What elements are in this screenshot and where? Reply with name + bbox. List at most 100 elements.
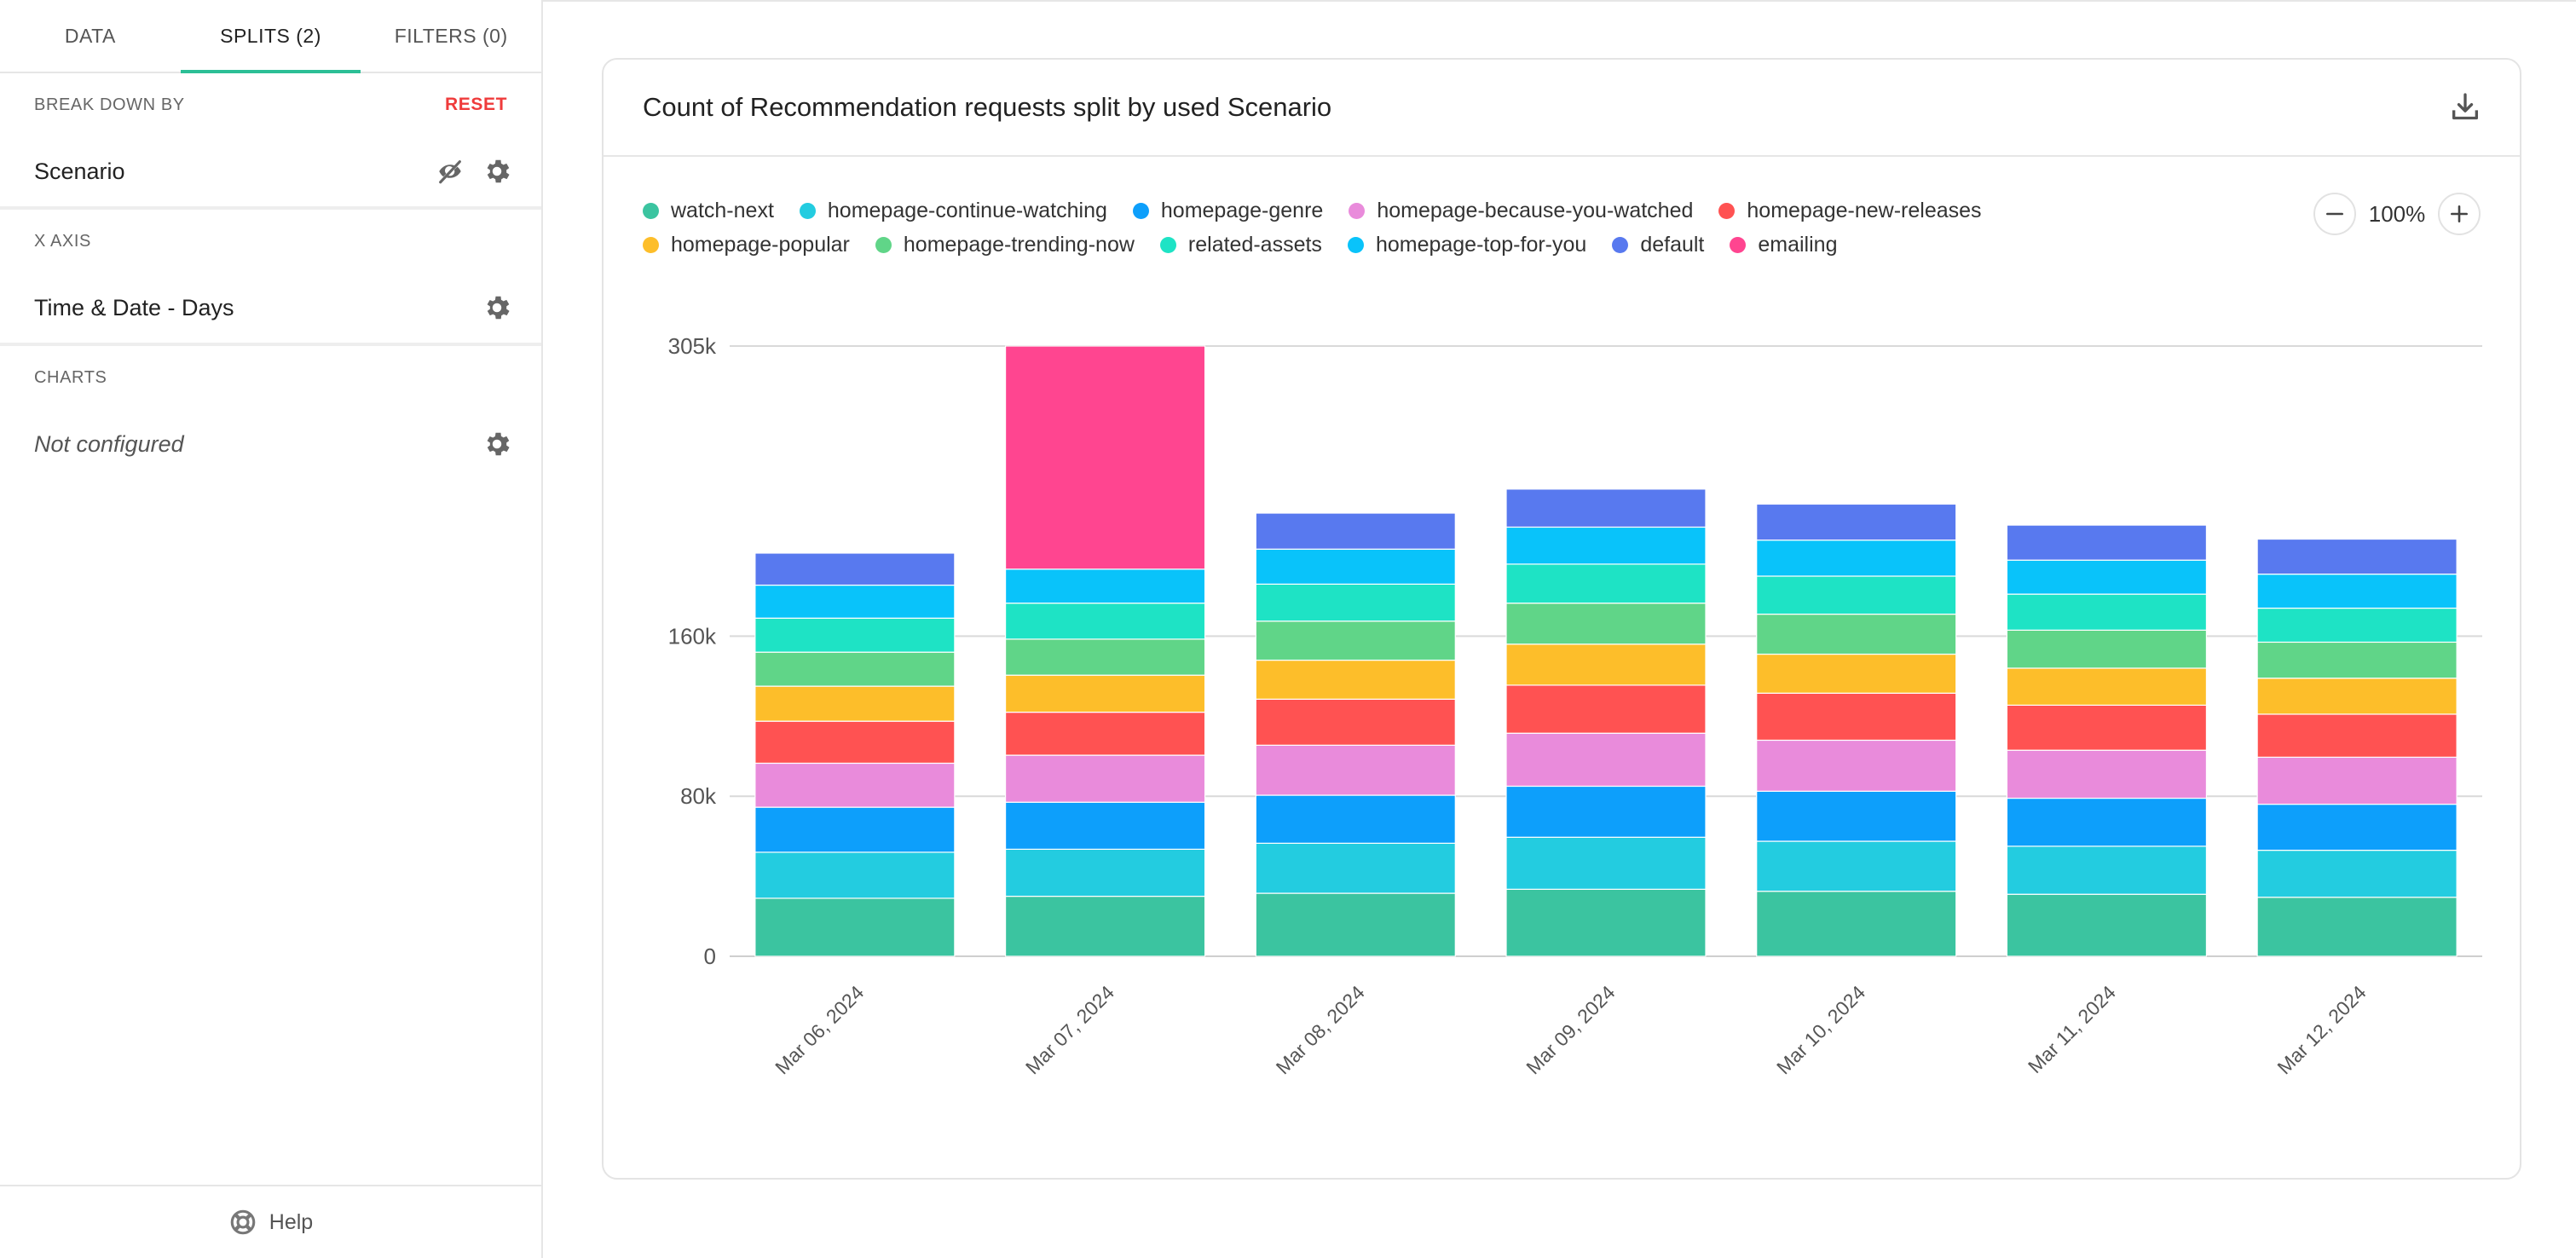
tab-data[interactable]: DATA [64, 24, 116, 47]
bar-segment[interactable] [1255, 659, 1456, 700]
bar-segment[interactable] [754, 720, 956, 765]
bar-segment[interactable] [1004, 711, 1206, 756]
bar-segment[interactable] [1004, 603, 1206, 640]
legend-item[interactable]: homepage-new-releases [1718, 199, 1982, 222]
bar-segment[interactable] [1505, 563, 1707, 604]
bar-segment[interactable] [1756, 840, 1957, 892]
bar-segment[interactable] [1505, 643, 1707, 686]
zoom-in-button[interactable] [2438, 193, 2481, 235]
bar-segment[interactable] [754, 584, 956, 619]
sidebar-tabs: DATA SPLITS (2) FILTERS (0) [0, 0, 541, 73]
bar-segment[interactable] [2256, 756, 2458, 805]
legend-item[interactable]: homepage-continue-watching [799, 199, 1107, 222]
bar-segment[interactable] [2006, 797, 2208, 847]
bar-segment[interactable] [1505, 603, 1707, 645]
bar-segment[interactable] [1756, 653, 1957, 694]
bar-segment[interactable] [1756, 613, 1957, 655]
bar-segment[interactable] [1004, 895, 1206, 957]
bar-segment[interactable] [1756, 575, 1957, 615]
bar-segment[interactable] [2256, 713, 2458, 759]
bar-segment[interactable] [1255, 512, 1456, 550]
bar-segment[interactable] [2256, 803, 2458, 851]
bar-segment[interactable] [2256, 538, 2458, 575]
legend-item[interactable]: homepage-because-you-watched [1349, 199, 1693, 222]
bar-segment[interactable] [1255, 548, 1456, 585]
breakdown-row[interactable]: Scenario [0, 136, 541, 210]
bar-segment[interactable] [1756, 540, 1957, 577]
bar-segment[interactable] [1255, 583, 1456, 622]
bar-segment[interactable] [1505, 684, 1707, 734]
bar-segment[interactable] [1255, 620, 1456, 661]
bar-segment[interactable] [2256, 678, 2458, 715]
bar-segment[interactable] [1255, 842, 1456, 894]
bar-segment[interactable] [2006, 667, 2208, 706]
bar-segment[interactable] [754, 897, 956, 957]
bar-segment[interactable] [1004, 674, 1206, 713]
bar-segment[interactable] [1255, 744, 1456, 796]
bar-segment[interactable] [1004, 638, 1206, 676]
bar-segment[interactable] [2006, 629, 2208, 669]
legend-label: homepage-because-you-watched [1377, 198, 1694, 222]
bar-segment[interactable] [1756, 503, 1957, 541]
bar-segment[interactable] [1505, 488, 1707, 528]
reset-button[interactable]: RESET [444, 95, 507, 114]
legend-item[interactable]: homepage-trending-now [875, 233, 1135, 257]
legend-item[interactable]: default [1612, 233, 1704, 257]
help-label: Help [269, 1209, 314, 1234]
bar-segment[interactable] [1505, 836, 1707, 890]
bar-segment[interactable] [754, 617, 956, 653]
bar-segment[interactable] [2006, 845, 2208, 895]
bar-segment[interactable] [2006, 749, 2208, 799]
bar-segment[interactable] [2006, 893, 2208, 957]
gear-icon[interactable] [482, 429, 512, 459]
legend-item[interactable]: homepage-top-for-you [1347, 233, 1586, 257]
bar-segment[interactable] [754, 806, 956, 853]
zoom-out-button[interactable] [2313, 193, 2356, 235]
bar-segment[interactable] [2006, 559, 2208, 595]
charts-row[interactable]: Not configured [0, 409, 541, 479]
x-tick-label: Mar 08, 2024 [1272, 981, 1369, 1078]
bar-segment[interactable] [2256, 849, 2458, 898]
help-button[interactable]: Help [0, 1185, 541, 1258]
bar-segment[interactable] [1756, 790, 1957, 842]
bar-segment[interactable] [754, 651, 956, 687]
bar-segment[interactable] [2256, 641, 2458, 679]
bar-segment[interactable] [754, 762, 956, 808]
bar-segment[interactable] [2006, 524, 2208, 561]
tab-filters[interactable]: FILTERS (0) [394, 24, 508, 47]
legend-item[interactable]: homepage-genre [1132, 199, 1323, 222]
bar-segment[interactable] [1004, 345, 1206, 570]
bar-segment[interactable] [1505, 785, 1707, 838]
bar-segment[interactable] [1505, 888, 1707, 957]
legend-item[interactable]: emailing [1730, 233, 1837, 257]
bar-segment[interactable] [2256, 607, 2458, 643]
bar-segment[interactable] [1004, 568, 1206, 604]
bar-segment[interactable] [1756, 891, 1957, 957]
bar-segment[interactable] [754, 552, 956, 586]
download-icon[interactable] [2448, 90, 2482, 124]
gear-icon[interactable] [482, 292, 512, 323]
bar-segment[interactable] [1004, 801, 1206, 851]
legend-item[interactable]: homepage-popular [643, 233, 850, 257]
bar-segment[interactable] [1756, 739, 1957, 792]
hide-icon[interactable] [436, 157, 465, 186]
xaxis-row[interactable]: Time & Date - Days [0, 273, 541, 346]
legend-item[interactable]: related-assets [1159, 233, 1322, 257]
bar-segment[interactable] [754, 851, 956, 899]
bar-segment[interactable] [1505, 526, 1707, 565]
bar-segment[interactable] [1255, 698, 1456, 746]
legend-item[interactable]: watch-next [643, 199, 774, 222]
bar-segment[interactable] [2006, 593, 2208, 631]
bar-segment[interactable] [1004, 848, 1206, 897]
bar-segment[interactable] [1004, 754, 1206, 803]
bar-segment[interactable] [2256, 897, 2458, 957]
bar-segment[interactable] [2256, 574, 2458, 609]
bar-segment[interactable] [2006, 704, 2208, 751]
bar-segment[interactable] [1255, 892, 1456, 957]
bar-segment[interactable] [1505, 732, 1707, 788]
bar-segment[interactable] [1255, 794, 1456, 844]
tab-splits[interactable]: SPLITS (2) [180, 0, 361, 73]
bar-segment[interactable] [1756, 692, 1957, 742]
gear-icon[interactable] [482, 156, 512, 187]
bar-segment[interactable] [754, 685, 956, 722]
